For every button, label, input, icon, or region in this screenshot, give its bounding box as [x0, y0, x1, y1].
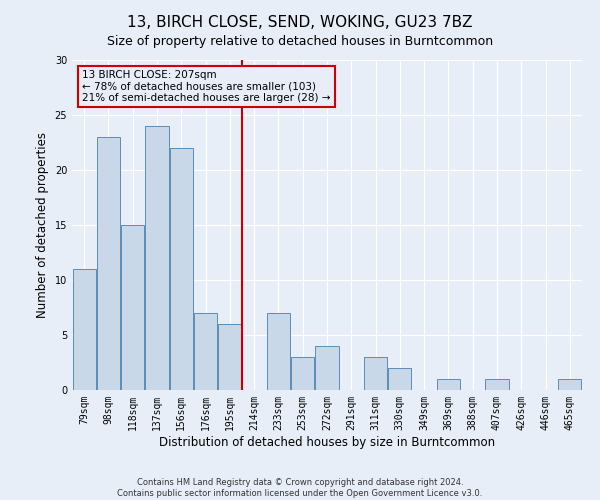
Bar: [218, 324, 241, 390]
Bar: [97, 137, 120, 390]
X-axis label: Distribution of detached houses by size in Burntcommon: Distribution of detached houses by size …: [159, 436, 495, 448]
Text: Contains HM Land Registry data © Crown copyright and database right 2024.
Contai: Contains HM Land Registry data © Crown c…: [118, 478, 482, 498]
Bar: [73, 269, 95, 390]
Y-axis label: Number of detached properties: Number of detached properties: [36, 132, 49, 318]
Bar: [485, 379, 509, 390]
Bar: [267, 313, 290, 390]
Text: 13, BIRCH CLOSE, SEND, WOKING, GU23 7BZ: 13, BIRCH CLOSE, SEND, WOKING, GU23 7BZ: [127, 15, 473, 30]
Bar: [437, 379, 460, 390]
Bar: [388, 368, 412, 390]
Bar: [559, 379, 581, 390]
Text: Size of property relative to detached houses in Burntcommon: Size of property relative to detached ho…: [107, 35, 493, 48]
Bar: [170, 148, 193, 390]
Bar: [121, 225, 144, 390]
Text: 13 BIRCH CLOSE: 207sqm
← 78% of detached houses are smaller (103)
21% of semi-de: 13 BIRCH CLOSE: 207sqm ← 78% of detached…: [82, 70, 331, 103]
Bar: [291, 357, 314, 390]
Bar: [316, 346, 338, 390]
Bar: [364, 357, 387, 390]
Bar: [194, 313, 217, 390]
Bar: [145, 126, 169, 390]
